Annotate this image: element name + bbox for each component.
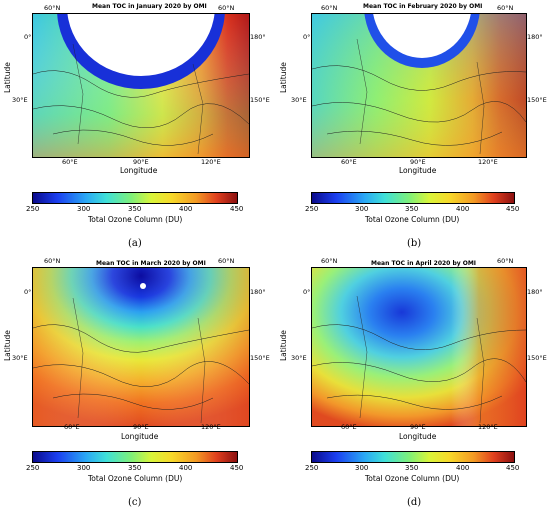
tick-bottom-120e: 120°E bbox=[478, 423, 498, 431]
colorbar-tick: 300 bbox=[355, 205, 369, 213]
colorbar-label: Total Ozone Column (DU) bbox=[365, 474, 460, 483]
y-axis-label: Latitude bbox=[3, 330, 12, 361]
panel-label: (c) bbox=[128, 497, 142, 508]
colorbar-tick: 350 bbox=[405, 464, 419, 472]
toc-map bbox=[32, 13, 250, 158]
panel-title: Mean TOC in April 2020 by OMI bbox=[371, 260, 477, 267]
tick-bottom-60e: 60°E bbox=[341, 423, 357, 431]
colorbar-tick: 450 bbox=[506, 464, 520, 472]
colorbar-tick: 400 bbox=[179, 205, 193, 213]
x-axis-label: Longitude bbox=[399, 432, 437, 441]
panel-c: Mean TOC in March 2020 by OMI 60°N 60°N … bbox=[0, 257, 275, 514]
colorbar-tick: 300 bbox=[355, 464, 369, 472]
tick-left-30e: 30°E bbox=[12, 354, 28, 362]
colorbar bbox=[311, 192, 515, 204]
tick-bottom-90e: 90°E bbox=[410, 158, 426, 166]
tick-left-0: 0° bbox=[24, 33, 32, 41]
tick-top-left: 60°N bbox=[321, 257, 338, 265]
tick-bottom-90e: 90°E bbox=[133, 423, 149, 431]
panel-label: (a) bbox=[128, 238, 142, 249]
colorbar-label: Total Ozone Column (DU) bbox=[88, 215, 183, 224]
tick-right-150e: 150°E bbox=[250, 96, 270, 104]
tick-right-180: 180° bbox=[250, 33, 266, 41]
colorbar-tick: 450 bbox=[230, 205, 244, 213]
colorbar-label: Total Ozone Column (DU) bbox=[88, 474, 183, 483]
colorbar-tick: 400 bbox=[456, 205, 470, 213]
tick-right-180: 180° bbox=[527, 288, 543, 296]
tick-bottom-90e: 90°E bbox=[133, 158, 149, 166]
x-axis-label: Longitude bbox=[399, 166, 437, 175]
panel-title: Mean TOC in January 2020 by OMI bbox=[92, 3, 207, 10]
tick-left-30e: 30°E bbox=[12, 96, 28, 104]
tick-top-left: 60°N bbox=[44, 257, 61, 265]
toc-map bbox=[311, 267, 527, 427]
colorbar-tick: 400 bbox=[456, 464, 470, 472]
colorbar-tick: 400 bbox=[179, 464, 193, 472]
tick-right-180: 180° bbox=[250, 288, 266, 296]
colorbar-tick: 350 bbox=[128, 464, 142, 472]
tick-right-150e: 150°E bbox=[250, 354, 270, 362]
tick-top-right: 60°N bbox=[497, 257, 514, 265]
tick-top-left: 60°N bbox=[44, 4, 61, 12]
tick-top-right: 60°N bbox=[218, 257, 235, 265]
panel-d: Mean TOC in April 2020 by OMI 60°N 60°N … bbox=[275, 257, 550, 514]
colorbar-tick: 300 bbox=[77, 205, 91, 213]
tick-right-150e: 150°E bbox=[527, 96, 547, 104]
tick-bottom-120e: 120°E bbox=[478, 158, 498, 166]
tick-right-180: 180° bbox=[527, 33, 543, 41]
tick-bottom-120e: 120°E bbox=[201, 423, 221, 431]
tick-top-left: 60°N bbox=[321, 4, 338, 12]
colorbar bbox=[32, 451, 238, 463]
colorbar-tick: 250 bbox=[26, 205, 40, 213]
colorbar-tick: 450 bbox=[506, 205, 520, 213]
panel-title: Mean TOC in March 2020 by OMI bbox=[96, 260, 206, 267]
y-axis-label: Latitude bbox=[279, 62, 288, 93]
panel-title: Mean TOC in February 2020 by OMI bbox=[363, 3, 483, 10]
colorbar-tick: 350 bbox=[128, 205, 142, 213]
panel-b: Mean TOC in February 2020 by OMI 60°N 60… bbox=[275, 0, 550, 257]
panel-a: Mean TOC in January 2020 by OMI 60°N 60°… bbox=[0, 0, 275, 257]
colorbar-tick: 250 bbox=[26, 464, 40, 472]
tick-top-right: 60°N bbox=[218, 4, 235, 12]
panel-label: (b) bbox=[407, 238, 422, 249]
y-axis-label: Latitude bbox=[3, 62, 12, 93]
tick-bottom-60e: 60°E bbox=[64, 423, 80, 431]
y-axis-label: Latitude bbox=[279, 330, 288, 361]
colorbar-tick: 350 bbox=[405, 205, 419, 213]
toc-map bbox=[32, 267, 250, 427]
colorbar bbox=[311, 451, 515, 463]
tick-left-0: 0° bbox=[24, 288, 32, 296]
tick-left-30e: 30°E bbox=[291, 96, 307, 104]
toc-map bbox=[311, 13, 527, 158]
colorbar-tick: 250 bbox=[305, 464, 319, 472]
colorbar-tick: 250 bbox=[305, 205, 319, 213]
tick-left-0: 0° bbox=[303, 33, 311, 41]
x-axis-label: Longitude bbox=[120, 166, 158, 175]
tick-bottom-120e: 120°E bbox=[201, 158, 221, 166]
panel-label: (d) bbox=[407, 497, 422, 508]
colorbar-label: Total Ozone Column (DU) bbox=[365, 215, 460, 224]
x-axis-label: Longitude bbox=[121, 432, 159, 441]
colorbar-tick: 300 bbox=[77, 464, 91, 472]
tick-right-150e: 150°E bbox=[527, 354, 547, 362]
colorbar bbox=[32, 192, 238, 204]
tick-left-30e: 30°E bbox=[291, 354, 307, 362]
tick-left-0: 0° bbox=[303, 288, 311, 296]
colorbar-tick: 450 bbox=[230, 464, 244, 472]
tick-bottom-60e: 60°E bbox=[341, 158, 357, 166]
tick-top-right: 60°N bbox=[497, 4, 514, 12]
tick-bottom-60e: 60°E bbox=[62, 158, 78, 166]
tick-bottom-90e: 90°E bbox=[410, 423, 426, 431]
